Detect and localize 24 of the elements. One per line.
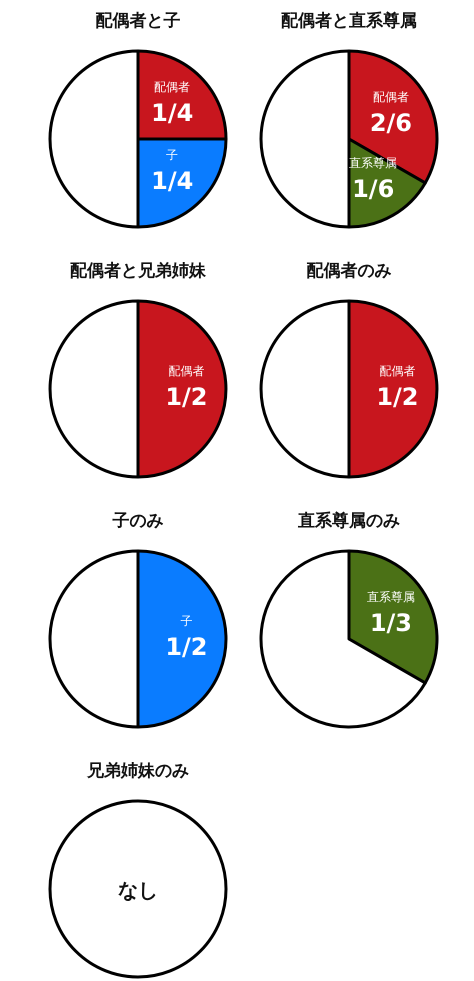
chart-title: 配偶者のみ <box>306 261 392 281</box>
slice-label: 直系尊属 <box>366 590 415 604</box>
slice-label: 直系尊属 <box>349 156 398 170</box>
chart-title: 兄弟姉妹のみ <box>86 761 189 781</box>
slice-label: 配偶者 <box>372 90 409 104</box>
chart-title: 子のみ <box>112 511 164 531</box>
slice-label: 配偶者 <box>168 364 204 378</box>
data-label: 1/4 <box>151 167 194 196</box>
text: なし <box>118 878 158 902</box>
chart-title: 直系尊属のみ <box>297 511 400 531</box>
data-label: 1/2 <box>165 633 208 661</box>
data-label: 2/6 <box>370 108 412 137</box>
slice-label: 配偶者 <box>154 80 190 94</box>
chart-title: 配偶者と直系尊属 <box>281 11 417 31</box>
chart-title: 配偶者と子 <box>96 11 180 31</box>
slice-label: 配偶者 <box>379 364 416 378</box>
chart-title: 配偶者と兄弟姉妹 <box>70 261 207 281</box>
data-label: 1/6 <box>352 174 394 203</box>
data-label: 1/3 <box>370 608 412 637</box>
data-label: 1/4 <box>151 98 194 127</box>
slice-label: 子 <box>180 614 192 628</box>
data-label: 1/2 <box>165 383 208 411</box>
data-label: 1/2 <box>376 383 418 411</box>
slice-label: 子 <box>166 148 178 162</box>
